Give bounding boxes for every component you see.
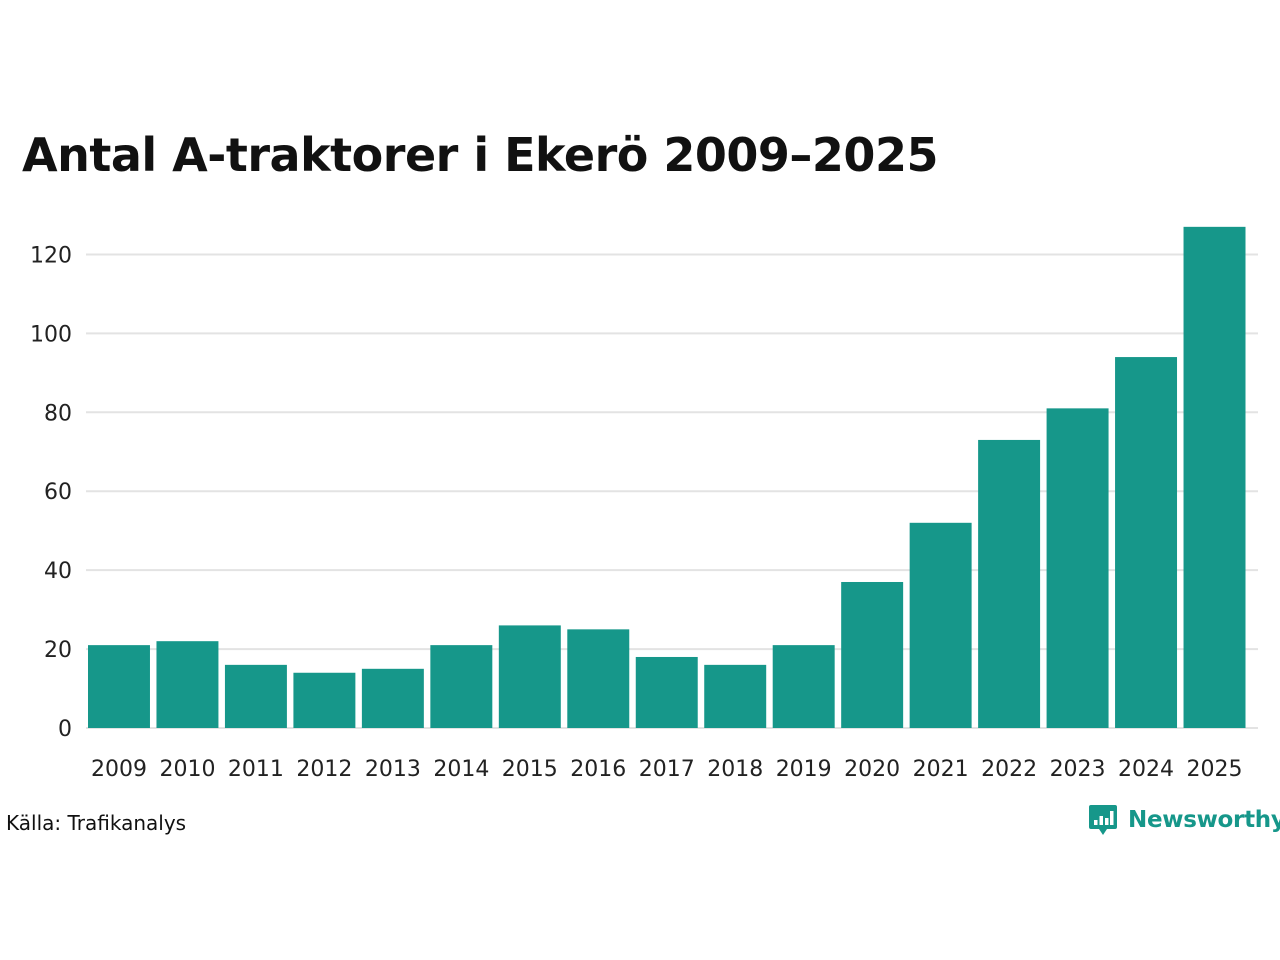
y-tick-label: 0 [58,717,72,742]
x-tick-label: 2013 [365,757,421,782]
y-tick-label: 20 [44,638,72,663]
bar-2022 [978,439,1041,728]
y-tick-label: 120 [30,243,72,268]
brand-logo: Newsworthy [1088,803,1280,837]
x-tick-label: 2020 [844,757,900,782]
y-tick-label: 80 [44,401,72,426]
bar-2011 [224,664,287,728]
x-tick-label: 2022 [981,757,1037,782]
chart-title: Antal A-traktorer i Ekerö 2009–2025 [22,128,938,182]
bar-2016 [567,629,630,728]
bar-chart-speech-bubble-icon [1089,805,1117,835]
x-tick-label: 2009 [91,757,147,782]
y-tick-label: 40 [44,559,72,584]
bar-2014 [430,645,493,728]
y-axis-ticks: 0 20 40 60 80 100 120 [30,243,72,742]
bar-2025 [1183,226,1246,729]
x-tick-label: 2017 [639,757,695,782]
bar-2023 [1046,408,1109,728]
y-tick-label: 100 [30,322,72,347]
bars [88,226,1246,729]
bar-2018 [704,664,767,728]
bar-2010 [156,641,219,728]
x-tick-label: 2011 [228,757,284,782]
x-axis-ticks: 2009 2010 2011 2012 2013 2014 2015 2016 2017 2018… [91,757,1243,782]
source-note: Källa: Trafikanalys [6,811,187,835]
x-tick-label: 2015 [502,757,558,782]
x-tick-label: 2024 [1118,757,1174,782]
x-tick-label: 2016 [570,757,626,782]
bar-2024 [1115,357,1178,728]
x-tick-label: 2025 [1187,757,1243,782]
x-tick-label: 2012 [296,757,352,782]
bar-2019 [772,645,835,728]
bar-chart: 0 20 40 60 80 100 120 2009 2010 2011 2012 2013 2014… [30,226,1258,782]
bar-2017 [635,656,698,728]
y-tick-label: 60 [44,480,72,505]
x-tick-label: 2021 [913,757,969,782]
x-tick-label: 2010 [159,757,215,782]
x-tick-label: 2018 [707,757,763,782]
bar-2009 [88,645,150,728]
x-tick-label: 2019 [776,757,832,782]
x-tick-label: 2014 [433,757,489,782]
bar-2012 [293,672,356,728]
bar-2020 [841,581,904,728]
bar-2015 [498,625,561,728]
brand-name: Newsworthy [1128,807,1280,833]
x-tick-label: 2023 [1050,757,1106,782]
bar-2021 [909,522,972,728]
bar-2013 [361,668,424,728]
